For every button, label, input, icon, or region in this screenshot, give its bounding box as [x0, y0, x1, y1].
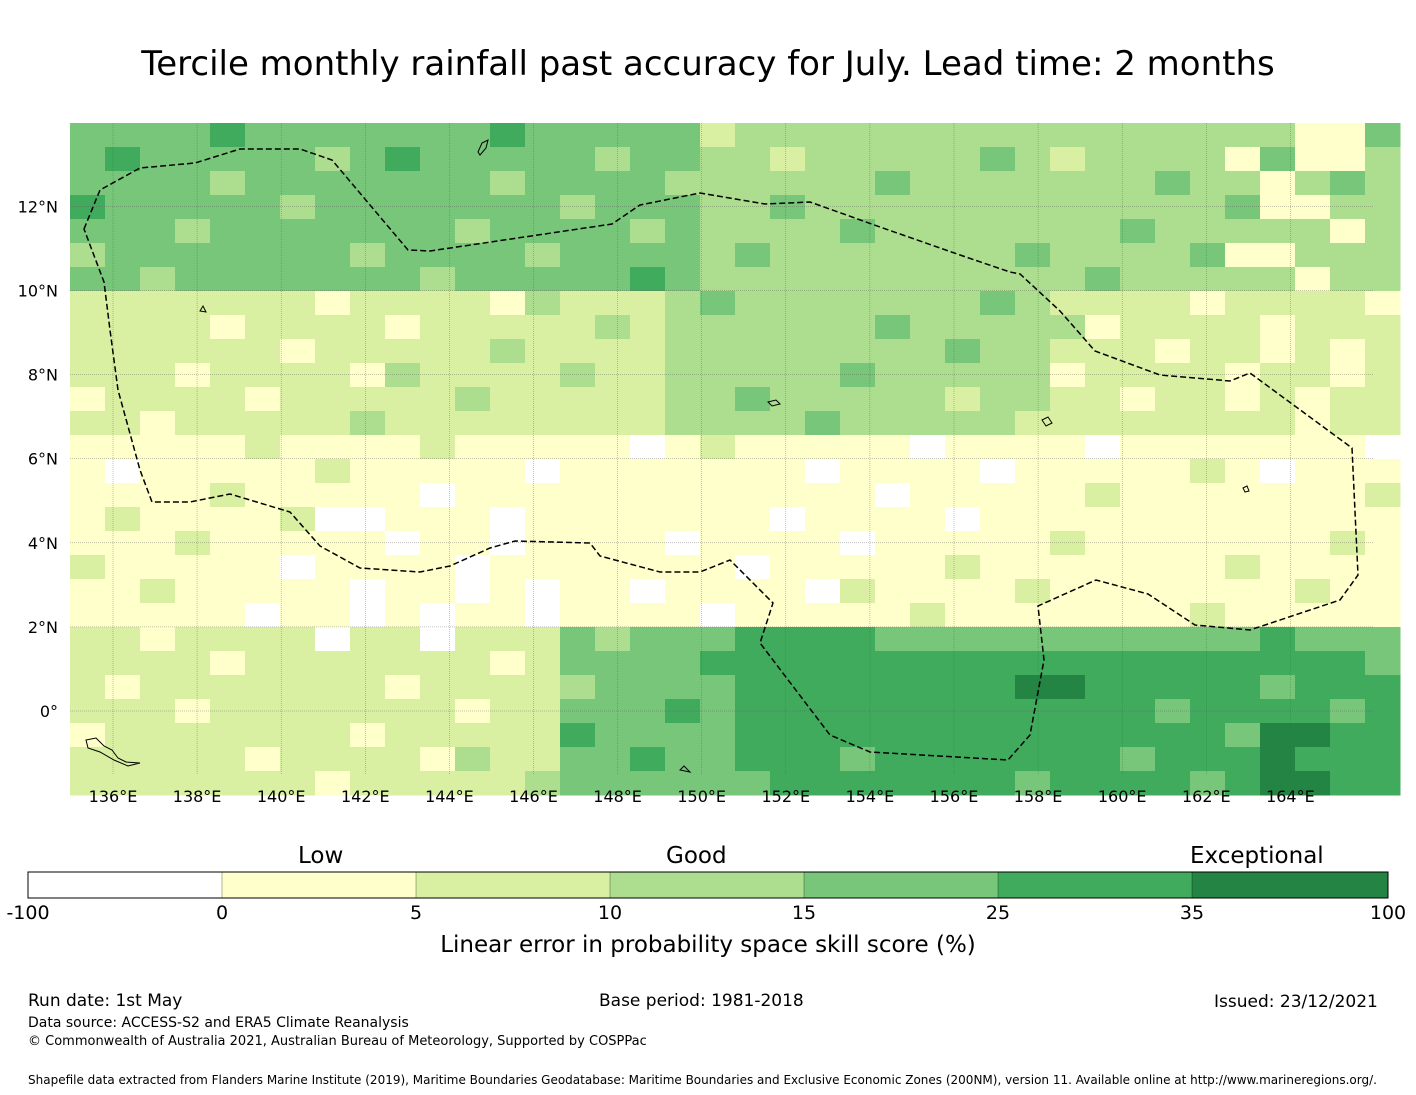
colorbar-segment	[222, 872, 416, 898]
colorbar-tick-label: 15	[791, 902, 817, 924]
data-source: Data source: ACCESS-S2 and ERA5 Climate …	[28, 1015, 409, 1031]
lon-tick-label: 154°E	[846, 787, 895, 806]
graticule	[70, 123, 1374, 775]
lat-tick-label: 12°N	[18, 197, 58, 216]
colorbar-segment	[610, 872, 804, 898]
lon-tick-label: 138°E	[173, 787, 222, 806]
colorbar	[27, 871, 1389, 899]
colorbar-tick-label: 5	[409, 902, 423, 924]
base-period: Base period: 1981-2018	[599, 991, 804, 1011]
lon-tick-label: 150°E	[677, 787, 726, 806]
colorbar-category-good: Good	[666, 843, 727, 869]
lat-tick-label: 10°N	[18, 282, 58, 301]
copyright: © Commonwealth of Australia 2021, Austra…	[28, 1034, 647, 1049]
colorbar-tick-label: 25	[985, 902, 1011, 924]
issued-date: Issued: 23/12/2021	[1214, 992, 1378, 1012]
run-date: Run date: 1st May	[28, 991, 183, 1011]
skill-score-map: 136°E 138°E 140°E 142°E 144°E 146°E 148°E 150°E…	[18, 123, 1401, 806]
lon-tick-label: 146°E	[509, 787, 558, 806]
lat-tick-label: 4°N	[28, 534, 58, 553]
lon-tick-label: 158°E	[1014, 787, 1063, 806]
island-pohnpei	[1041, 416, 1053, 427]
island-chuuk	[767, 399, 781, 407]
map-title: Tercile monthly rainfall past accuracy f…	[141, 44, 1275, 84]
colorbar-tick-label: 35	[1179, 902, 1205, 924]
skill-cells	[70, 123, 1401, 796]
lon-tick-label: 162°E	[1182, 787, 1231, 806]
colorbar-segment	[804, 872, 998, 898]
island-new-guinea-north	[85, 737, 141, 767]
colorbar-tick-label: 10	[597, 902, 623, 924]
lon-tick-label: 160°E	[1098, 787, 1147, 806]
shapefile-credit: Shapefile data extracted from Flanders M…	[28, 1073, 1377, 1087]
colorbar-tick-label: -100	[6, 902, 50, 924]
lon-tick-label: 156°E	[930, 787, 979, 806]
island-outlines	[85, 139, 1250, 773]
lon-tick-label: 144°E	[425, 787, 474, 806]
colorbar-label: Linear error in probability space skill …	[440, 932, 976, 958]
colorbar-tick-label: 0	[215, 902, 229, 924]
lat-tick-label: 8°N	[28, 366, 58, 385]
lon-tick-label: 152°E	[761, 787, 810, 806]
colorbar-category-exceptional: Exceptional	[1190, 843, 1324, 869]
island-manus	[678, 765, 692, 773]
island-kosrae	[1242, 485, 1250, 493]
island-guam	[477, 139, 489, 156]
eez-boundary	[83, 148, 1359, 761]
lon-tick-label: 148°E	[593, 787, 642, 806]
colorbar-segment	[28, 872, 222, 898]
colorbar-category-low: Low	[298, 843, 344, 869]
lat-tick-label: 2°N	[28, 618, 58, 637]
lon-tick-label: 164°E	[1266, 787, 1315, 806]
colorbar-segment	[416, 872, 610, 898]
lon-tick-label: 140°E	[257, 787, 306, 806]
lon-tick-label: 136°E	[89, 787, 138, 806]
island-palau	[199, 304, 207, 313]
lat-tick-label: 0°	[40, 702, 58, 721]
colorbar-segment	[1192, 872, 1388, 898]
colorbar-segment	[998, 872, 1192, 898]
lat-tick-label: 6°N	[28, 450, 58, 469]
axis-labels: 136°E 138°E 140°E 142°E 144°E 146°E 148°E 150°E…	[18, 197, 1315, 806]
colorbar-tick-label: 100	[1369, 902, 1407, 924]
lon-tick-label: 142°E	[341, 787, 390, 806]
